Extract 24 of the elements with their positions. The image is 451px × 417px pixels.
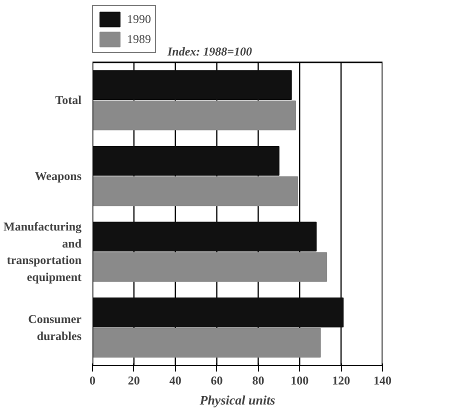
bar xyxy=(92,100,296,130)
bar xyxy=(92,70,292,100)
x-tick-label: 80 xyxy=(252,374,264,388)
x-tick-label: 60 xyxy=(210,374,223,388)
bar xyxy=(92,146,280,176)
y-tick-label: Weapons xyxy=(34,169,82,184)
legend-label: 1989 xyxy=(127,32,151,46)
x-tick-label: 40 xyxy=(169,374,182,388)
x-tick-label: 20 xyxy=(128,374,140,388)
x-tick-label: 140 xyxy=(374,374,392,388)
y-tick-label: Consumer durables xyxy=(28,312,82,344)
x-tick-label: 100 xyxy=(290,374,309,388)
bar xyxy=(92,222,317,252)
chart-subtitle: Index: 1988=100 xyxy=(166,44,252,58)
x-tick-label: 120 xyxy=(332,374,350,388)
x-axis-title: Physical units xyxy=(200,392,276,408)
y-tick-label: Total xyxy=(55,93,82,108)
bar xyxy=(92,176,298,206)
bar xyxy=(92,252,328,282)
y-tick-label: Manufacturing and transportation equipment xyxy=(4,220,82,284)
bar xyxy=(92,328,321,358)
legend-label: 1990 xyxy=(127,12,151,26)
bar xyxy=(92,298,344,328)
x-tick-label: 0 xyxy=(90,374,96,388)
